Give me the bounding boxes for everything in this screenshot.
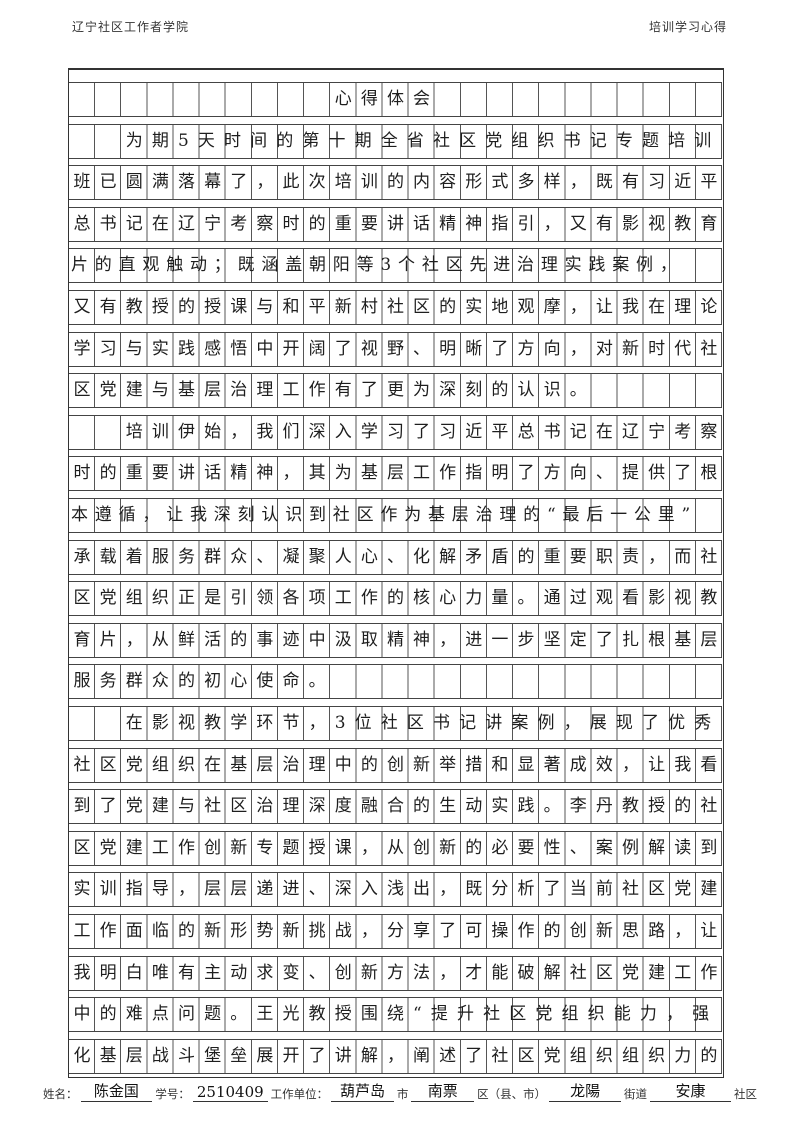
text-row: 实训指导，层层递进、深入浅出，既分析了当前社区党建: [69, 872, 722, 908]
text-row: 班已圆满落幕了，此次培训的内容形式多样，既有习近平: [69, 165, 722, 201]
text-row: 到了党建与社区治理深度融合的生动实践。李丹教授的社: [69, 789, 722, 825]
text-row: 在影视教学环节，3位社区书记讲案例，展现了优秀: [69, 706, 722, 741]
district-label: 区（县、市）: [477, 1087, 547, 1101]
text-row: 区党建与基层治理工作有了更为深刻的认识。: [69, 373, 722, 409]
text-row: 服务群众的初心使命。: [69, 664, 722, 700]
text-row: 区党建工作创新专题授课，从创新的必要性、案例解读到: [69, 830, 722, 866]
institution-name: 辽宁社区工作者学院: [72, 20, 190, 34]
city-field: 葫芦岛: [331, 1080, 394, 1102]
text-row: 片的直观触动；既涵盖朝阳等3个社区先进治理实践案例，: [69, 248, 722, 284]
title-row: 心得体会: [69, 82, 722, 117]
text-row: 培训伊始，我们深入学习了习近平总书记在辽宁考察: [69, 414, 722, 450]
work-unit-label: 工作单位：: [270, 1087, 329, 1101]
text-row: 时的重要讲话精神，其为基层工作指明了方向、提供了根: [69, 456, 722, 492]
text-row: 总书记在辽宁考察时的重要讲话精神指引，又有影视教育: [69, 206, 722, 242]
text-row: 中的难点问题。王光教授围绕“提升社区党组织能力，强: [69, 997, 722, 1033]
name-field: 陈金国: [80, 1080, 153, 1102]
text-row: 本遵循，让我深刻认识到社区作为基层治理的“最后一公里”: [69, 498, 722, 533]
grid-paper: 心得体会 为期5天时间的第十期全省社区党组织书记专题培训 班已圆满落幕了，此次培训…: [68, 68, 724, 1078]
district-field: 南票: [411, 1080, 475, 1102]
name-label: 姓名：: [43, 1087, 78, 1101]
text-row: 社区党组织在基层治理中的创新举措和显著成效，让我看: [69, 747, 722, 783]
community-label: 社区: [733, 1087, 757, 1101]
text-row: 区党组织正是引领各项工作的核心力量。通过观看影视教: [69, 581, 722, 617]
community-field: 安康: [650, 1080, 731, 1102]
footer-info: 姓名： 陈金国 学号： 2510409 工作单位： 葫芦岛 市 南票 区（县、市…: [40, 1080, 760, 1102]
document-type: 培训学习心得: [648, 20, 727, 34]
city-label: 市: [396, 1087, 409, 1101]
text-row: 学习与实践感悟中开阔了视野、明晰了方向，对新时代社: [69, 331, 722, 367]
text-row: 我明白唯有主动求变、创新方法，才能破解社区党建工作: [69, 955, 722, 991]
text-row: 为期5天时间的第十期全省社区党组织书记专题培训: [69, 123, 722, 159]
text-row: 化基层战斗堡垒展开了讲解，阐述了社区党组织组织力的: [69, 1038, 722, 1074]
text-row: 工作面临的新形势新挑战，分享了可操作的创新思路，让: [69, 914, 722, 949]
text-row: 又有教授的授课与和平新村社区的实地观摩，让我在理论: [69, 290, 722, 325]
text-row: 承载着服务群众、凝聚人心、化解矛盾的重要职责，而社: [69, 539, 722, 575]
student-id-field: 2510409: [192, 1083, 268, 1102]
street-field: 龙陽: [549, 1080, 621, 1102]
student-id-label: 学号：: [155, 1087, 190, 1101]
text-row: 育片，从鲜活的事迹中汲取精神，进一步坚定了扎根基层: [69, 622, 722, 658]
street-label: 街道: [624, 1087, 647, 1101]
